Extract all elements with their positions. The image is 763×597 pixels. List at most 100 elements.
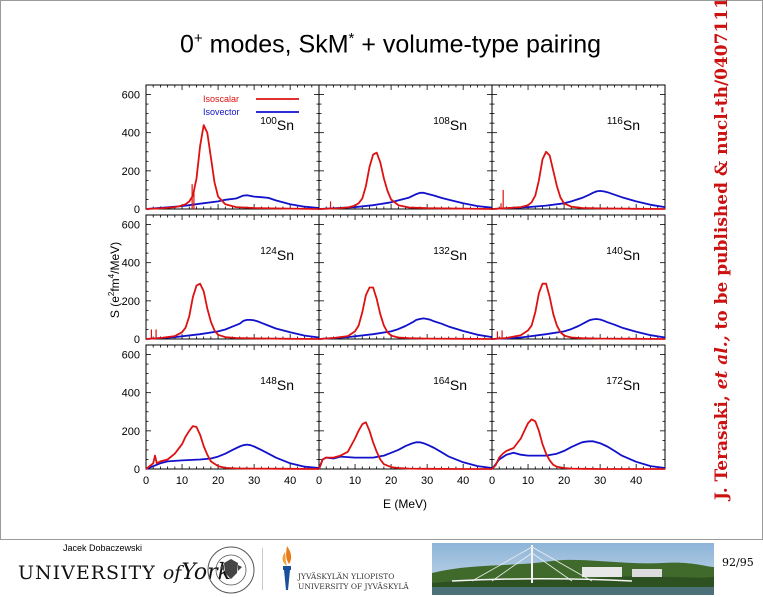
nucleus-mass: 100 [260,116,277,127]
panel-frame [491,344,666,470]
isovector-series [145,194,320,210]
title-superscript: + [193,30,203,47]
nucleus-mass: 148 [260,376,277,387]
panel-frame [318,84,493,210]
y-tick-label: 600 [122,350,140,362]
logo-divider [262,548,263,590]
york-logo-of: of [162,562,182,584]
nucleus-element: Sn [450,117,467,133]
x-tick-label: 20 [558,475,570,487]
nucleus-mass: 164 [433,376,450,387]
panel-116-sn: 116Sn [491,84,666,210]
x-tick-label: 20 [212,475,224,487]
x-tick-label: 30 [248,475,260,487]
nucleus-label: 124Sn [260,246,294,263]
panel-frame [145,344,320,470]
york-logo: UNIVERSITY ofYork [18,560,231,585]
nucleus-mass: 132 [433,246,450,257]
y-tick-label: 0 [134,464,140,476]
y-tick-label: 200 [122,426,140,438]
citation-author: J. Terasaki, [712,389,732,500]
nucleus-element: Sn [450,247,467,263]
panel-100-sn: 100Sn 0 200 400 600 Isoscalar Isovector [122,84,320,216]
panel-frame [318,214,493,340]
nucleus-label: 132Sn [433,246,467,263]
isoscalar-series [145,425,320,470]
y-tick-label: 600 [122,90,140,102]
x-tick-label: 30 [421,475,433,487]
page-number: 92/95 [722,556,754,569]
x-tick-label: 30 [594,475,606,487]
nucleus-mass: 124 [260,246,277,257]
y-tick-label: 400 [122,258,140,270]
nucleus-element: Sn [623,117,640,133]
panel-172-sn: 172Sn 0 10 20 30 40 [489,344,666,487]
nucleus-label: 100Sn [260,116,294,133]
york-logo-university: UNIVERSITY [18,562,156,584]
x-tick-label: 10 [176,475,188,487]
footer: Jacek Dobaczewski UNIVERSITY ofYork JYVÄ… [0,540,763,597]
nucleus-label: 164Sn [433,376,467,393]
title-main: 0 [180,30,194,59]
nucleus-element: Sn [450,377,467,393]
nucleus-element: Sn [623,377,640,393]
panel-frame [145,214,320,340]
y-tick-label: 0 [134,204,140,216]
y-axis-label-part: S (e [108,296,122,318]
panel-148-sn: 148Sn 0 200 400 600 0 10 20 30 40 [122,344,320,487]
y-tick-label: 200 [122,296,140,308]
isoscalar-series [145,282,320,340]
isovector-series [491,189,666,210]
x-tick-label: 0 [143,475,149,487]
slide-title: 0+ modes, SkM* + volume-type pairing [180,30,601,59]
panel-124-sn: 124Sn 0 200 400 600 [122,214,320,346]
york-logo-york: York [181,560,232,585]
warsaw-seal-icon [207,546,255,594]
x-tick-label: 40 [630,475,642,487]
isoscalar-series [318,421,492,470]
isoscalar-series [318,151,493,210]
nucleus-mass: 172 [606,376,623,387]
isoscalar-series [491,150,666,210]
nucleus-mass: 116 [607,116,623,127]
y-tick-label: 400 [122,388,140,400]
x-tick-label: 0 [316,475,322,487]
jyvaskyla-name-en: UNIVERSITY OF JYVÄSKYLÄ [298,582,409,591]
bridge-photo-image [432,543,714,595]
y-axis-label-part: fm [108,278,122,291]
y-axis-label-part: 2 [107,291,116,296]
panel-108-sn: 108Sn [318,84,493,210]
nucleus-mass: 108 [433,116,450,127]
footer-author: Jacek Dobaczewski [63,543,143,553]
isoscalar-series [145,124,320,210]
x-tick-label: 40 [457,475,469,487]
nucleus-element: Sn [277,117,294,133]
panel-164-sn: 164Sn 0 10 20 30 40 [316,344,493,487]
citation-rest: to be published & nucl-th/0407111 [712,0,732,336]
isovector-series [318,191,493,210]
isovector-series [491,440,666,470]
y-axis-label-part: /MeV) [108,242,122,274]
nucleus-label: 140Sn [606,246,640,263]
panel-frame [491,214,666,340]
x-tick-label: 10 [522,475,534,487]
panel-frame [318,344,493,470]
panel-140-sn: 140Sn [491,214,666,340]
x-tick-label: 40 [284,475,296,487]
nucleus-mass: 140 [606,246,623,257]
panel-frame [145,84,320,210]
title-end: + volume-type pairing [354,30,602,59]
isovector-series [145,443,320,470]
citation-etal: et al., [712,335,732,390]
x-axis-label: E (MeV) [383,497,427,511]
x-tick-label: 0 [489,475,495,487]
x-tick-label: 10 [349,475,361,487]
y-axis-label-part: 4 [107,273,116,278]
nucleus-element: Sn [277,247,294,263]
nucleus-label: 172Sn [606,376,640,393]
isovector-series [318,441,493,470]
y-tick-label: 600 [122,220,140,232]
y-tick-label: 200 [122,166,140,178]
legend-isovector-label: Isovector [203,107,240,117]
